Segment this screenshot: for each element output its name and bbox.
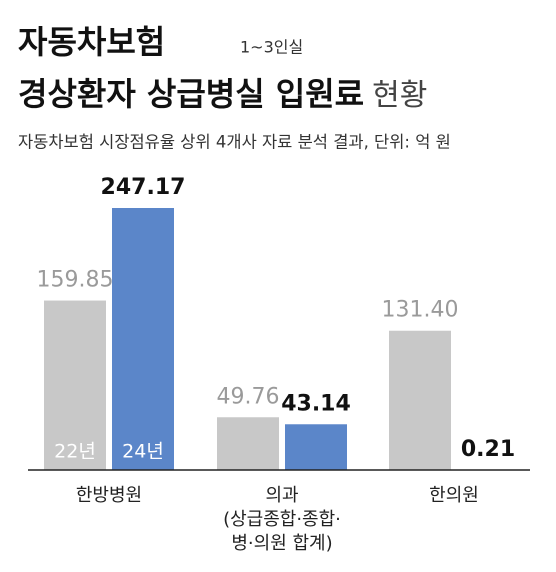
value-label: 247.17 <box>101 175 186 200</box>
x-tick-label: 의과 (상급종합·종합· 병·의원 합계) <box>223 485 341 554</box>
value-label: 159.85 <box>37 268 114 293</box>
bar <box>217 417 279 470</box>
title-note: 1~3인실 <box>240 38 303 57</box>
chart-title: 자동차보험 <box>18 23 165 61</box>
value-label: 49.76 <box>217 384 280 409</box>
title-line: 경상환자 상급병실 입원료 <box>18 75 364 113</box>
value-label: 43.14 <box>281 391 351 416</box>
x-tick-label: 한방병원 <box>75 485 143 506</box>
value-label: 131.40 <box>382 298 459 323</box>
subtitle: 자동차보험 시장점유율 상위 4개사 자료 분석 결과, 단위: 억 원 <box>18 133 451 152</box>
bar <box>285 424 347 470</box>
bar <box>44 300 106 470</box>
value-label: 0.21 <box>461 437 515 462</box>
legend-label: 24년 <box>122 441 164 463</box>
bar <box>112 207 174 470</box>
legend-label: 22년 <box>54 441 96 463</box>
title-suffix: 현황 <box>372 78 427 113</box>
bar <box>389 330 451 470</box>
chart-title: 경상환자 상급병실 입원료 현황 <box>18 75 427 113</box>
x-tick-label: 한의원 <box>429 485 479 506</box>
